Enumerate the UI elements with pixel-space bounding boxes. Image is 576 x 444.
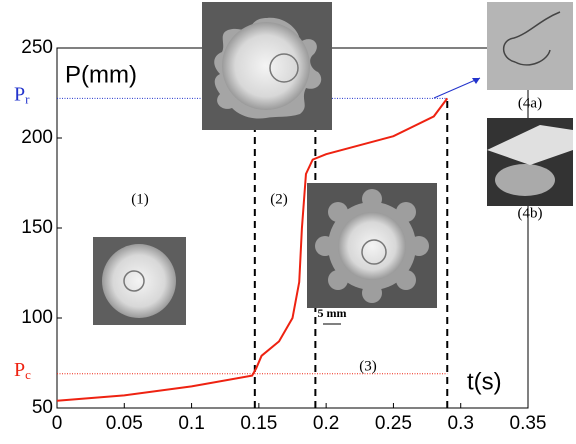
scale-label: 5 mm	[318, 306, 347, 320]
annotation: (4a)	[518, 95, 542, 111]
x-tick-label: 0.35	[510, 413, 547, 434]
symbol: P	[14, 358, 25, 380]
arrow-head	[472, 78, 480, 84]
symbol: P	[14, 83, 25, 105]
x-tick-label: 0.15	[240, 413, 277, 434]
y-tick-label: 250	[21, 37, 53, 58]
annotation: (4b)	[518, 205, 543, 221]
subscript: r	[25, 91, 30, 106]
x-tick-label: 0.25	[375, 413, 412, 434]
x-tick-label: 0.2	[313, 413, 339, 434]
x-axis-label: t(s)	[467, 368, 502, 395]
reference-label: Pc	[14, 358, 31, 381]
annotation: (1)	[131, 191, 149, 207]
data-line	[56, 97, 449, 402]
y-axis-label: P(mm)	[65, 61, 137, 88]
x-tick-label: 0.3	[448, 413, 474, 434]
inset-4a	[487, 2, 573, 90]
y-tick-label: 100	[21, 307, 53, 328]
inset-top	[202, 2, 332, 130]
x-tick-label: 0.1	[178, 413, 204, 434]
arrow	[433, 77, 481, 99]
reference-label: Pr	[14, 83, 30, 106]
y-tick-label: 50	[32, 397, 53, 418]
annotation: (3)	[359, 358, 377, 374]
annotation: (2)	[270, 191, 288, 207]
subscript: c	[25, 367, 31, 382]
inset-4b	[487, 118, 573, 206]
inset-3	[307, 183, 437, 308]
y-tick-label: 200	[21, 127, 53, 148]
y-tick-label: 150	[21, 217, 53, 238]
x-tick-label: 0.05	[106, 413, 143, 434]
x-tick-label: 0	[52, 413, 63, 434]
inset-1	[93, 237, 186, 325]
